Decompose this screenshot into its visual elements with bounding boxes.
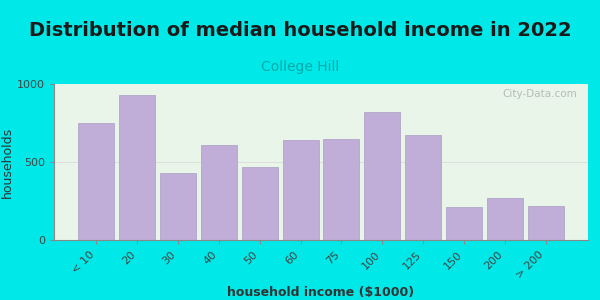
Text: College Hill: College Hill (261, 60, 339, 74)
Bar (446, 207, 482, 240)
Bar (323, 139, 359, 240)
Bar (283, 140, 319, 240)
Bar (364, 112, 400, 240)
Text: City-Data.com: City-Data.com (503, 89, 577, 99)
Bar (78, 123, 114, 240)
Y-axis label: households: households (1, 126, 14, 198)
Bar (160, 173, 196, 240)
X-axis label: household income ($1000): household income ($1000) (227, 286, 415, 298)
Bar (528, 206, 564, 240)
Text: Distribution of median household income in 2022: Distribution of median household income … (29, 21, 571, 40)
Bar (119, 95, 155, 240)
Bar (405, 136, 441, 240)
Bar (242, 167, 278, 240)
Bar (487, 198, 523, 240)
Bar (201, 145, 237, 240)
